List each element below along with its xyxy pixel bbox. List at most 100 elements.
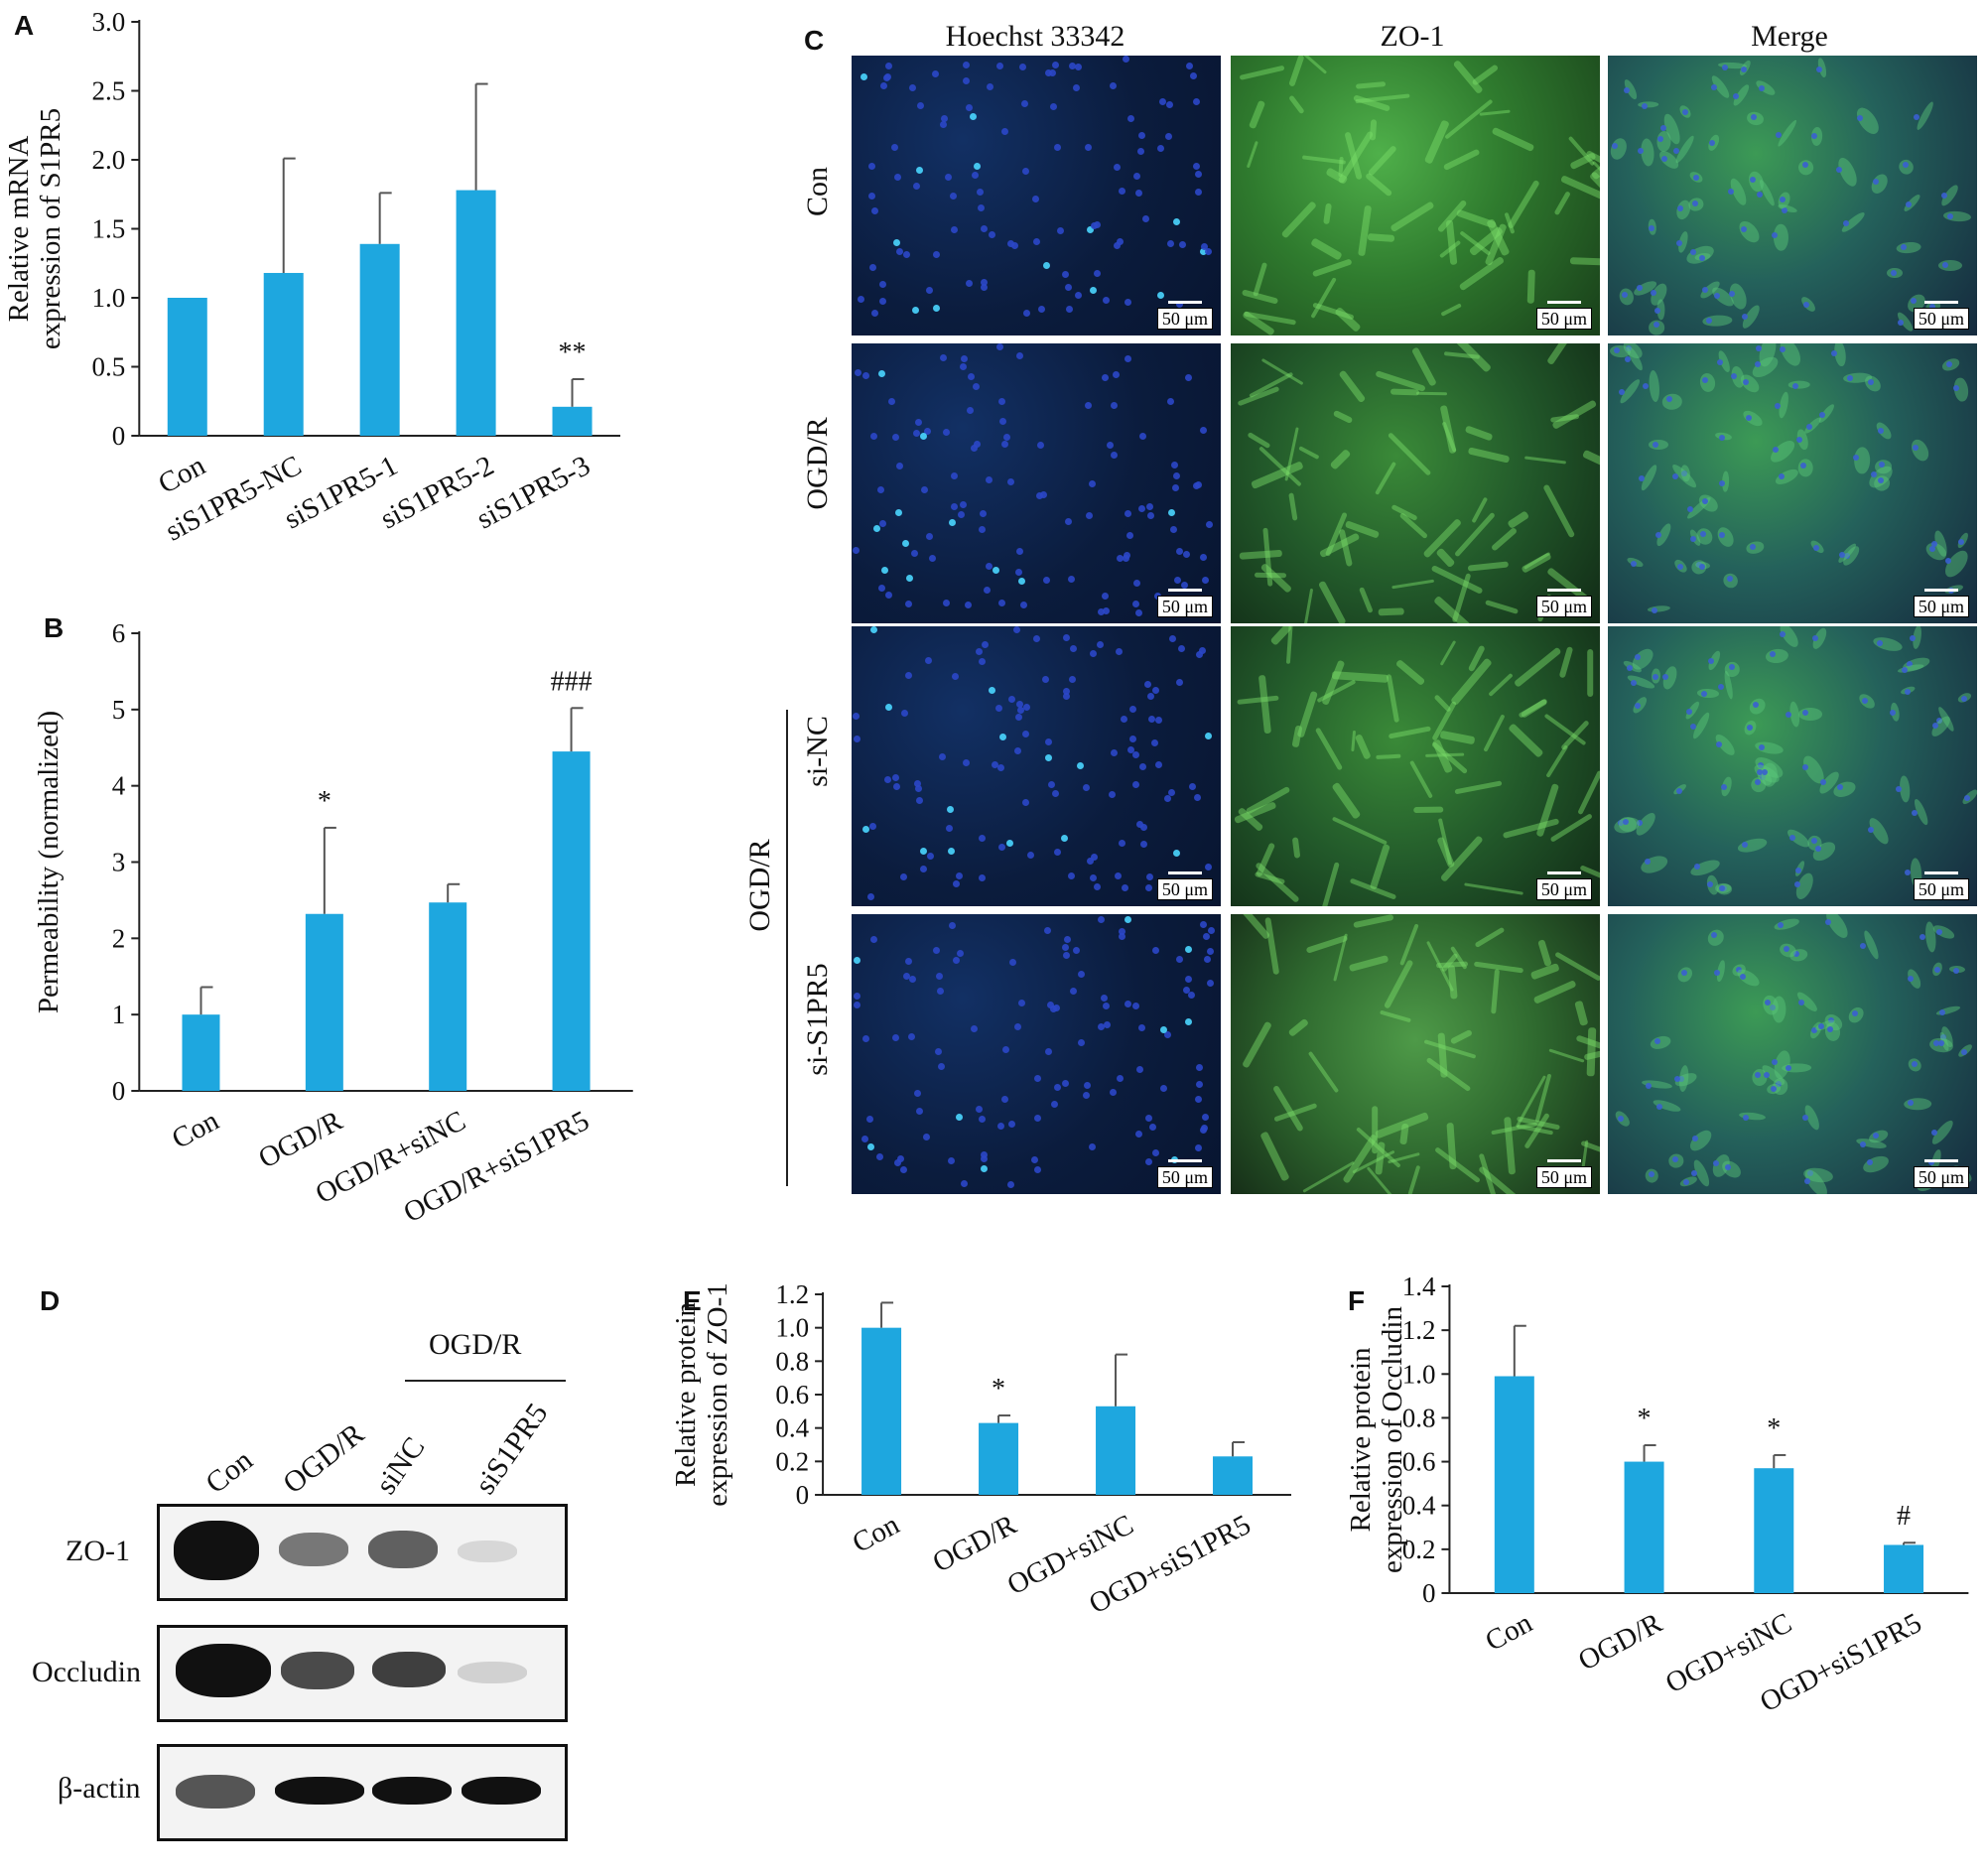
- cell-fiber: [1464, 425, 1494, 443]
- nucleus-dot: [1898, 320, 1904, 326]
- nucleus-dot: [1903, 162, 1909, 168]
- nucleus-dot: [1619, 389, 1625, 395]
- cell-fiber: [1355, 80, 1387, 89]
- nucleus-dot: [1090, 650, 1097, 657]
- nucleus-dot: [1032, 196, 1039, 202]
- nucleus-dot: [939, 753, 946, 760]
- cell-fiber: [1507, 510, 1530, 529]
- nucleus-dot: [1655, 532, 1661, 538]
- nucleus-dot: [1625, 356, 1631, 362]
- nucleus-dot: [854, 993, 860, 1000]
- nucleus-dot: [1188, 992, 1195, 999]
- scale-bar: 50 μm: [1913, 1159, 1969, 1188]
- nucleus-dot: [1109, 791, 1116, 798]
- nucleus-dot: [998, 398, 1005, 405]
- nucleus-dot: [1147, 693, 1154, 700]
- nucleus-dot: [1002, 1046, 1009, 1053]
- y-tick-label: 2.5: [92, 76, 126, 106]
- nucleus-dot: [1098, 608, 1105, 615]
- nucleus-dot: [1139, 433, 1146, 440]
- y-tick-label: 1.0: [1402, 1359, 1436, 1389]
- nucleus-dot: [1189, 783, 1196, 790]
- nucleus-dot: [1020, 602, 1027, 608]
- nucleus-dot: [1054, 1084, 1061, 1091]
- nucleus-dot: [1145, 884, 1152, 891]
- nucleus-dot: [1742, 842, 1748, 848]
- y-tick-label: 4: [112, 771, 126, 801]
- nucleus-dot: [1877, 640, 1883, 646]
- band: [462, 1777, 541, 1805]
- cell-fiber: [1319, 862, 1340, 906]
- y-tick-label: 3: [112, 848, 126, 877]
- lane-label-ogdr: OGD/R: [277, 1416, 370, 1501]
- nucleus-dot: [971, 445, 978, 452]
- cell-fiber: [1435, 547, 1456, 569]
- cell-fiber: [1292, 837, 1301, 859]
- nucleus-dot: [1173, 850, 1180, 857]
- nucleus-dot: [1907, 661, 1913, 667]
- nucleus-dot: [1179, 241, 1186, 248]
- nucleus-dot: [885, 592, 892, 599]
- significance-label: *: [1638, 1404, 1652, 1434]
- nucleus-dot: [968, 373, 975, 380]
- cell-fiber: [1386, 673, 1400, 723]
- nucleus-dot: [884, 776, 891, 783]
- x-tick-label: Con: [167, 1105, 224, 1155]
- band: [174, 1521, 259, 1580]
- nucleus-dot: [1159, 98, 1166, 105]
- nucleus-dot: [1770, 1005, 1776, 1010]
- nucleus-dot: [1193, 163, 1200, 170]
- nucleus-dot: [868, 163, 875, 170]
- nucleus-dot: [1119, 933, 1125, 940]
- y-axis-title: Relative mRNA: [3, 136, 35, 323]
- nucleus-dot: [1015, 569, 1022, 576]
- chart-a-mrna: 0 0.5 1.0 1.5 2.0 2.5 3.0 Relative mRNA expressi…: [3, 7, 620, 548]
- cell-blob: [1661, 393, 1683, 411]
- nucleus-dot: [1207, 980, 1214, 987]
- nucleus-dot: [1843, 220, 1849, 226]
- nucleus-dot: [912, 307, 919, 314]
- x-tick-label: Con: [848, 1509, 905, 1559]
- band: [372, 1652, 446, 1687]
- row-label-sis1pr5: si-S1PR5: [801, 963, 834, 1076]
- nucleus-dot: [1736, 967, 1742, 973]
- nucleus-dot: [1711, 84, 1717, 90]
- nucleus-dot: [1706, 318, 1712, 324]
- nucleus-dot: [1757, 769, 1763, 775]
- nucleus-dot: [1047, 1002, 1054, 1008]
- cell-blob: [1740, 407, 1766, 430]
- nucleus-dot: [974, 441, 981, 448]
- nucleus-dot: [1649, 1171, 1654, 1177]
- nucleus-dot: [1627, 665, 1633, 671]
- nucleus-dot: [1860, 1141, 1866, 1147]
- nucleus-dot: [1772, 232, 1778, 238]
- nucleus-dot: [973, 383, 980, 390]
- nucleus-dot: [1174, 577, 1181, 584]
- row-label-group-ogdr: OGD/R: [743, 839, 776, 932]
- panel-letter-b: B: [44, 612, 65, 643]
- lane-label-con: Con: [199, 1443, 259, 1501]
- cell-fiber: [1523, 456, 1566, 465]
- nucleus-dot: [1677, 564, 1683, 570]
- y-tick-label: 1.5: [92, 214, 126, 244]
- panel-letter-c: C: [804, 25, 825, 56]
- nucleus-dot: [1205, 733, 1212, 739]
- nucleus-dot: [916, 797, 923, 804]
- nucleus-dot: [1007, 478, 1014, 485]
- nucleus-dot: [1103, 1003, 1110, 1009]
- nucleus-dot: [1068, 576, 1075, 583]
- cell-blob: [1714, 524, 1737, 550]
- blot-group-line: [405, 1380, 566, 1382]
- nucleus-dot: [1038, 306, 1045, 313]
- nucleus-dot: [903, 973, 910, 980]
- nucleus-dot: [981, 284, 988, 291]
- significance-label: *: [1767, 1413, 1781, 1444]
- nucleus-dot: [1204, 956, 1211, 963]
- nucleus-dot: [894, 174, 901, 181]
- significance-label: **: [559, 337, 587, 368]
- bar: [263, 272, 304, 436]
- image-sinc-hoechst: 50 μm: [852, 626, 1221, 906]
- nucleus-dot: [1057, 227, 1064, 234]
- nucleus-dot: [1911, 298, 1917, 304]
- nucleus-dot: [1070, 988, 1077, 995]
